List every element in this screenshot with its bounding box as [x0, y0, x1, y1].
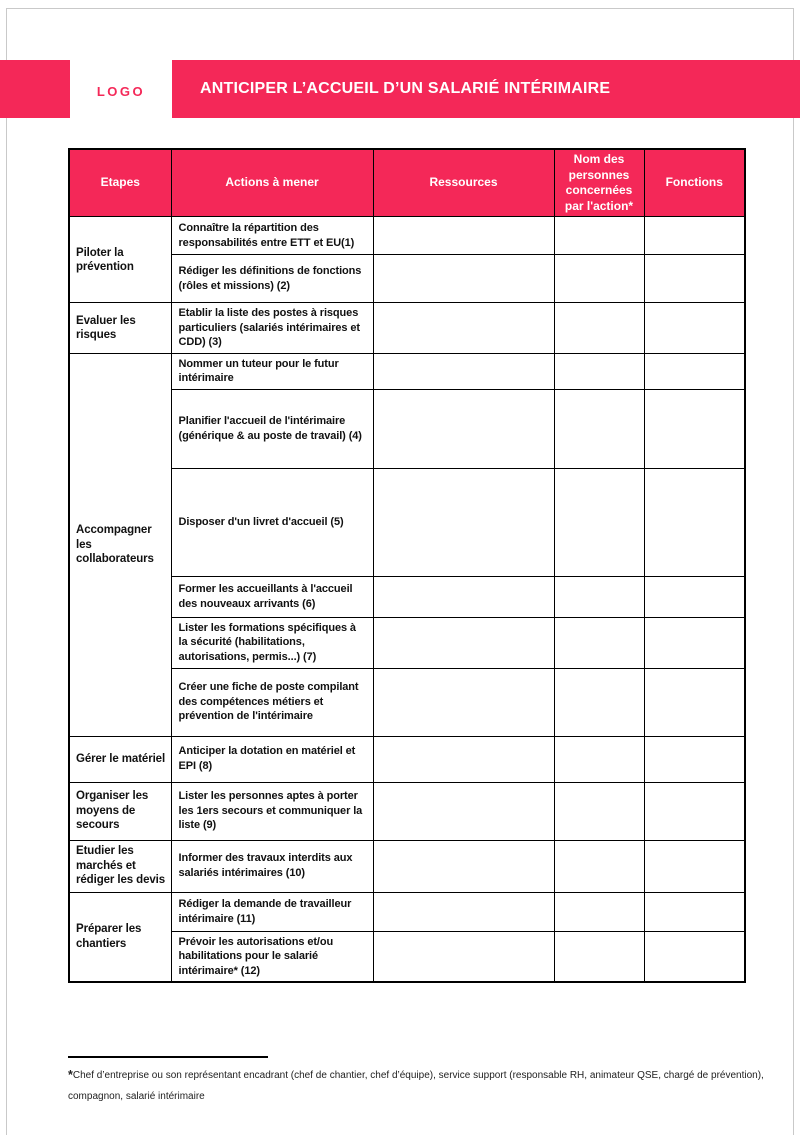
empty-cell-ressources — [372, 891, 555, 932]
empty-cell-fonctions — [643, 781, 746, 841]
empty-cell-ressources — [372, 667, 555, 737]
empty-cell-fonctions — [643, 388, 746, 469]
table-row: Rédiger les définitions de fonctions (rô… — [69, 254, 746, 304]
etape-cell-piloter: Piloter la prévention — [68, 216, 172, 304]
table-row: Etudier les marchés et rédiger les devis… — [68, 839, 746, 893]
footnote-marker: * — [68, 1068, 73, 1082]
column-header-actions: Actions à mener — [170, 148, 374, 218]
empty-cell-personnes — [553, 575, 645, 618]
action-cell: Nommer un tuteur pour le futur intérimai… — [170, 352, 374, 390]
table-row: Planifier l'accueil de l'intérimaire (gé… — [69, 388, 746, 469]
empty-cell-ressources — [372, 254, 555, 304]
action-cell: Anticiper la dotation en matériel et EPI… — [170, 735, 374, 783]
empty-cell-fonctions — [643, 735, 746, 783]
column-header-etapes: Etapes — [68, 148, 172, 218]
empty-cell-personnes — [553, 616, 645, 669]
table-row: Lister les formations spécifiques à la s… — [69, 616, 746, 669]
empty-cell-personnes — [553, 667, 645, 737]
empty-cell-fonctions — [643, 352, 746, 390]
action-cell: Disposer d'un livret d'accueil (5) — [170, 467, 374, 577]
empty-cell-personnes — [553, 388, 645, 469]
etape-cell-accompagner: Accompagner les collaborateurs — [68, 352, 172, 737]
empty-cell-personnes — [553, 891, 645, 932]
table-row: Gérer le matériel Anticiper la dotation … — [68, 735, 746, 783]
empty-cell-fonctions — [643, 216, 746, 256]
action-cell: Connaître la répartition des responsabil… — [170, 216, 374, 256]
etape-cell-gerer: Gérer le matériel — [68, 735, 172, 783]
footnote-rule — [68, 1056, 268, 1058]
table-row: Prévoir les autorisations et/ou habilita… — [69, 930, 746, 983]
table-row: Evaluer les risques Etablir la liste des… — [68, 302, 746, 354]
empty-cell-personnes — [553, 839, 645, 893]
empty-cell-personnes — [553, 302, 645, 354]
empty-cell-ressources — [372, 388, 555, 469]
action-cell: Rédiger les définitions de fonctions (rô… — [170, 254, 374, 304]
empty-cell-ressources — [372, 302, 555, 354]
empty-cell-ressources — [372, 467, 555, 577]
empty-cell-ressources — [372, 216, 555, 256]
etape-cell-organiser: Organiser les moyens de secours — [68, 781, 172, 841]
etape-cell-evaluer: Evaluer les risques — [68, 302, 172, 354]
empty-cell-ressources — [372, 352, 555, 390]
column-header-personnes: Nom des personnes concernées par l'actio… — [553, 148, 645, 218]
action-cell: Etablir la liste des postes à risques pa… — [170, 302, 374, 354]
action-cell: Lister les personnes aptes à porter les … — [170, 781, 374, 841]
empty-cell-personnes — [553, 930, 645, 983]
empty-cell-fonctions — [643, 302, 746, 354]
action-cell: Planifier l'accueil de l'intérimaire (gé… — [170, 388, 374, 469]
empty-cell-personnes — [553, 216, 645, 256]
action-cell: Former les accueillants à l'accueil des … — [170, 575, 374, 618]
checklist-table: Etapes Actions à mener Ressources Nom de… — [68, 148, 746, 984]
footnote-line-2: compagnon, salarié intérimaire — [68, 1090, 205, 1102]
table-row: Créer une fiche de poste compilant des c… — [69, 667, 746, 737]
empty-cell-fonctions — [643, 839, 746, 893]
empty-cell-personnes — [553, 254, 645, 304]
table-row: Préparer les chantiers Rédiger la demand… — [68, 891, 746, 983]
empty-cell-ressources — [372, 930, 555, 983]
column-header-ressources: Ressources — [372, 148, 555, 218]
empty-cell-fonctions — [643, 891, 746, 932]
action-cell: Lister les formations spécifiques à la s… — [170, 616, 374, 669]
header-band: LOGO ANTICIPER L’ACCUEIL D’UN SALARIÉ IN… — [0, 60, 800, 123]
table-header-row: Etapes Actions à mener Ressources Nom de… — [68, 148, 746, 218]
empty-cell-ressources — [372, 575, 555, 618]
empty-cell-ressources — [372, 781, 555, 841]
footnote-line-1: *Chef d’entreprise ou son représentant e… — [68, 1067, 778, 1085]
action-cell: Prévoir les autorisations et/ou habilita… — [170, 930, 374, 983]
empty-cell-fonctions — [643, 254, 746, 304]
footnote-text-line1: Chef d’entreprise ou son représentant en… — [72, 1070, 764, 1081]
table-row: Accompagner les collaborateurs Nommer un… — [68, 352, 746, 737]
table-row: Piloter la prévention Connaître la répar… — [68, 216, 746, 304]
empty-cell-personnes — [553, 352, 645, 390]
empty-cell-fonctions — [643, 616, 746, 669]
table-row: Disposer d'un livret d'accueil (5) — [69, 467, 746, 577]
empty-cell-fonctions — [643, 930, 746, 983]
action-cell: Informer des travaux interdits aux salar… — [170, 839, 374, 893]
table-row: Former les accueillants à l'accueil des … — [69, 575, 746, 618]
empty-cell-fonctions — [643, 667, 746, 737]
etape-cell-etudier: Etudier les marchés et rédiger les devis — [68, 839, 172, 893]
empty-cell-ressources — [372, 839, 555, 893]
column-header-fonctions: Fonctions — [643, 148, 746, 218]
etape-cell-preparer: Préparer les chantiers — [68, 891, 172, 983]
empty-cell-ressources — [372, 616, 555, 669]
empty-cell-fonctions — [643, 467, 746, 577]
logo-box: LOGO — [70, 60, 172, 123]
logo-text: LOGO — [96, 84, 146, 99]
table-row: Organiser les moyens de secours Lister l… — [68, 781, 746, 841]
empty-cell-ressources — [372, 735, 555, 783]
empty-cell-personnes — [553, 467, 645, 577]
footnote: *Chef d’entreprise ou son représentant e… — [68, 1056, 778, 1104]
action-cell: Créer une fiche de poste compilant des c… — [170, 667, 374, 737]
action-cell: Rédiger la demande de travailleur intéri… — [170, 891, 374, 932]
empty-cell-personnes — [553, 735, 645, 783]
empty-cell-personnes — [553, 781, 645, 841]
page-title: ANTICIPER L’ACCUEIL D’UN SALARIÉ INTÉRIM… — [200, 80, 611, 97]
empty-cell-fonctions — [643, 575, 746, 618]
